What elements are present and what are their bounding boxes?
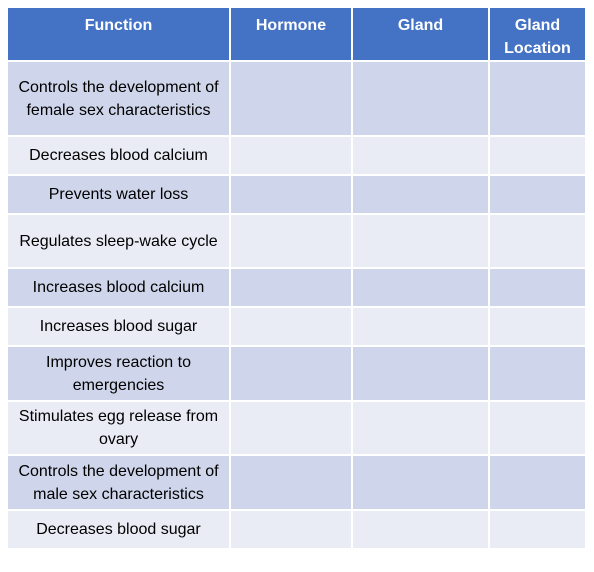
table-row: Prevents water loss — [6, 174, 587, 215]
function-cell: Prevents water loss — [6, 174, 231, 215]
function-cell: Improves reaction to emergencies — [6, 345, 231, 402]
hormone-cell[interactable] — [229, 400, 353, 456]
table-row: Controls the development of male sex cha… — [6, 454, 587, 511]
header-gland-location: Gland Location — [488, 6, 587, 62]
gland-cell[interactable] — [351, 174, 490, 215]
header-function: Function — [6, 6, 231, 62]
gland-cell[interactable] — [351, 454, 490, 511]
table-row: Improves reaction to emergencies — [6, 345, 587, 402]
hormone-cell[interactable] — [229, 267, 353, 308]
gland-location-cell[interactable] — [488, 400, 587, 456]
gland-location-cell[interactable] — [488, 509, 587, 550]
gland-cell[interactable] — [351, 213, 490, 269]
function-cell: Regulates sleep-wake cycle — [6, 213, 231, 269]
header-gland: Gland — [351, 6, 490, 62]
header-row: Function Hormone Gland Gland Location — [6, 6, 587, 62]
function-cell: Decreases blood sugar — [6, 509, 231, 550]
gland-cell[interactable] — [351, 345, 490, 402]
function-cell: Increases blood calcium — [6, 267, 231, 308]
gland-location-cell[interactable] — [488, 135, 587, 176]
function-cell: Stimulates egg release from ovary — [6, 400, 231, 456]
hormone-table: Function Hormone Gland Gland Location Co… — [6, 6, 587, 550]
hormone-cell[interactable] — [229, 509, 353, 550]
hormone-cell[interactable] — [229, 213, 353, 269]
gland-location-cell[interactable] — [488, 345, 587, 402]
hormone-cell[interactable] — [229, 454, 353, 511]
gland-cell[interactable] — [351, 306, 490, 347]
gland-cell[interactable] — [351, 267, 490, 308]
gland-cell[interactable] — [351, 135, 490, 176]
gland-location-cell[interactable] — [488, 213, 587, 269]
function-cell: Controls the development of female sex c… — [6, 60, 231, 137]
gland-cell[interactable] — [351, 509, 490, 550]
table-row: Regulates sleep-wake cycle — [6, 213, 587, 269]
function-cell: Controls the development of male sex cha… — [6, 454, 231, 511]
hormone-cell[interactable] — [229, 60, 353, 137]
table-row: Controls the development of female sex c… — [6, 60, 587, 137]
gland-location-cell[interactable] — [488, 174, 587, 215]
hormone-cell[interactable] — [229, 306, 353, 347]
function-cell: Decreases blood calcium — [6, 135, 231, 176]
gland-location-cell[interactable] — [488, 306, 587, 347]
hormone-cell[interactable] — [229, 174, 353, 215]
table-row: Increases blood sugar — [6, 306, 587, 347]
hormone-cell[interactable] — [229, 345, 353, 402]
gland-location-cell[interactable] — [488, 267, 587, 308]
header-hormone: Hormone — [229, 6, 353, 62]
table-row: Stimulates egg release from ovary — [6, 400, 587, 456]
function-cell: Increases blood sugar — [6, 306, 231, 347]
gland-location-cell[interactable] — [488, 60, 587, 137]
gland-location-cell[interactable] — [488, 454, 587, 511]
table-row: Decreases blood sugar — [6, 509, 587, 550]
table-row: Decreases blood calcium — [6, 135, 587, 176]
hormone-cell[interactable] — [229, 135, 353, 176]
table-row: Increases blood calcium — [6, 267, 587, 308]
gland-cell[interactable] — [351, 400, 490, 456]
gland-cell[interactable] — [351, 60, 490, 137]
